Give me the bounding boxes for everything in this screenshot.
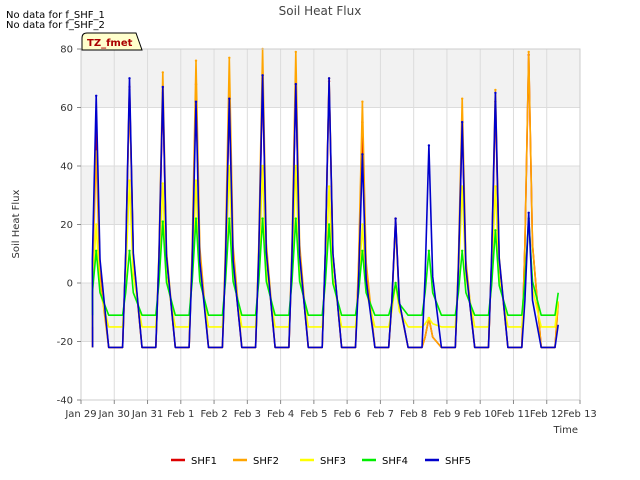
series-point-shf3 [261,164,264,168]
series-point-shf5 [394,217,397,220]
series-point-shf5 [461,120,464,124]
x-tick-label: Jan 30 [98,409,130,420]
y-axis-title: Soil Heat Flux [11,189,22,258]
legend: SHF1 SHF2 SHF3 SHF4 SHF5 [171,456,471,467]
series-point-shf2 [361,100,364,103]
series-point-shf4 [461,249,464,252]
x-tick-label: Feb 12 [530,409,564,420]
x-ticks: Jan 29 Jan 30 Jan 31 Feb 1 Feb 2 Feb 3 Feb 4 Fe… [64,400,597,420]
x-tick-label: Feb 8 [400,409,427,420]
series-point-shf5 [427,144,431,147]
series-point-shf3 [361,223,364,226]
series-point-shf3 [128,179,131,182]
series-point-shf2 [161,71,164,74]
legend-label: SHF5 [445,456,471,467]
series-point-shf3 [228,164,231,168]
series-point-shf3 [194,179,198,182]
series-point-shf4 [327,223,331,226]
y-tick-label: -20 [57,337,73,348]
chart-title: Soil Heat Flux [279,4,362,18]
x-tick-label: Feb 13 [563,409,597,420]
series-point-shf4 [228,217,231,220]
series-point-shf5 [327,77,331,80]
series-point-shf5 [294,82,297,86]
series-point-shf2 [194,59,198,62]
x-tick-label: Jan 31 [131,409,163,420]
plot-band [81,49,580,108]
series-point-shf3 [327,185,331,188]
series-point-shf3 [494,185,497,188]
series-point-shf4 [95,249,98,252]
no-data-note-1: No data for f_SHF_1 [6,10,105,21]
y-tick-label: 60 [60,103,73,114]
series-point-shf3 [461,185,464,188]
series-point-shf4 [294,217,297,220]
legend-item-shf4: SHF4 [362,456,408,467]
series-point-shf5 [261,74,264,77]
x-tick-label: Feb 6 [334,409,361,420]
series-point-shf2 [294,50,297,54]
site-badge-label: TZ_fmet [87,38,133,49]
legend-label: SHF2 [253,456,279,467]
series-point-shf5 [361,153,364,156]
series-point-shf4 [261,217,264,220]
series-point-shf2 [461,97,464,100]
series-point-shf2 [228,56,231,59]
x-tick-label: Jan 29 [64,409,96,420]
series-point-shf2 [527,50,530,54]
legend-item-shf5: SHF5 [425,456,471,467]
x-tick-label: Feb 9 [433,409,460,420]
series-point-shf5 [527,211,530,214]
series-point-shf5 [228,97,231,100]
x-tick-label: Feb 4 [267,409,294,420]
x-tick-label: Feb 11 [497,409,531,420]
x-tick-label: Feb 3 [234,409,261,420]
y-tick-label: -40 [57,396,73,407]
series-point-shf3 [95,223,98,226]
series-point-shf5 [161,85,164,89]
legend-item-shf1: SHF1 [171,456,217,467]
site-badge: TZ_fmet [81,32,143,51]
y-tick-label: 80 [60,45,73,56]
series-point-shf4 [361,249,364,252]
site-badge-box [81,32,143,51]
x-tick-label: Feb 1 [167,409,194,420]
series-point-shf3 [161,182,164,185]
no-data-note-2: No data for f_SHF_2 [6,20,105,31]
series-point-shf5 [494,91,497,95]
x-tick-label: Feb 2 [200,409,227,420]
x-axis-title: Time [553,425,578,436]
legend-label: SHF4 [382,456,408,467]
series-point-shf2 [494,88,497,92]
series-point-shf4 [128,249,131,252]
y-ticks: -40 -20 0 20 40 60 80 [57,45,81,407]
series-point-shf4 [394,281,397,285]
x-tick-label: Feb 7 [367,409,394,420]
series-point-shf5 [95,94,98,98]
series-point-shf4 [427,249,431,252]
legend-label: SHF1 [191,456,217,467]
series-line-shf5 [91,74,559,349]
y-tick-label: 0 [67,279,73,290]
series-point-shf4 [161,220,164,223]
legend-item-shf3: SHF3 [300,456,346,467]
legend-item-shf2: SHF2 [233,456,279,467]
y-tick-label: 20 [60,220,73,231]
series-point-shf5 [194,100,198,103]
series-point-shf3 [427,316,431,320]
series-point-shf3 [294,164,297,168]
series-point-shf4 [494,229,497,232]
x-tick-label: Feb 5 [300,409,327,420]
legend-label: SHF3 [320,456,346,467]
y-tick-label: 40 [60,162,73,173]
series-layer [91,47,559,349]
series-point-shf5 [128,77,131,80]
plot-band [81,283,580,342]
x-tick-label: Feb 10 [463,409,497,420]
series-point-shf4 [194,217,198,220]
